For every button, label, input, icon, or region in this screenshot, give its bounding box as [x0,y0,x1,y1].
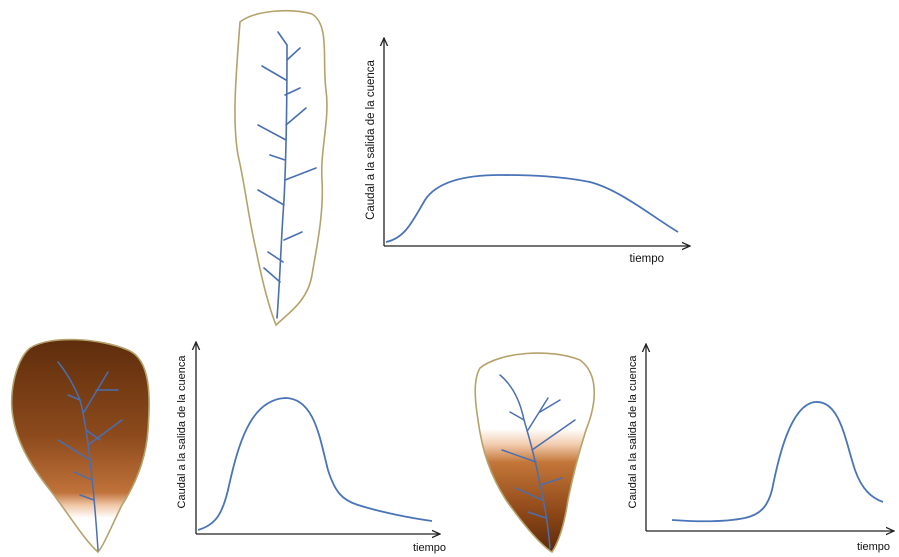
hydrograph-2-x-label: tiempo [413,542,446,554]
elongated-basin-outline [234,9,328,327]
elongated-basin-river [257,31,317,319]
upper-saturated-basin-river [57,361,123,551]
elongated-basin [234,9,328,327]
hydrograph-3: Caudal a la salida de la cuenca tiempo [627,344,894,553]
hydrograph-1-x-label: tiempo [629,253,664,265]
lower-saturated-basin [474,352,596,554]
hydrograph-2: Caudal a la salida de la cuenca tiempo [176,342,446,554]
upper-saturated-basin-outline [10,338,150,554]
hydrograph-3-y-label: Caudal a la salida de la cuenca [627,355,639,509]
lower-saturated-basin-river [499,374,576,549]
hydrograph-1: Caudal a la salida de la cuenca tiempo [365,38,690,265]
upper-saturated-basin [10,338,150,554]
hydrograph-1-y-label: Caudal a la salida de la cuenca [365,59,377,219]
lower-saturated-basin-outline [474,352,596,554]
hydrograph-2-flow-curve [197,397,433,531]
hydrograph-3-x-label: tiempo [857,541,890,553]
hydrograph-3-flow-curve [671,401,884,523]
hydrograph-1-flow-curve [385,174,679,243]
hydrograph-2-y-label: Caudal a la salida de la cuenca [176,355,188,509]
